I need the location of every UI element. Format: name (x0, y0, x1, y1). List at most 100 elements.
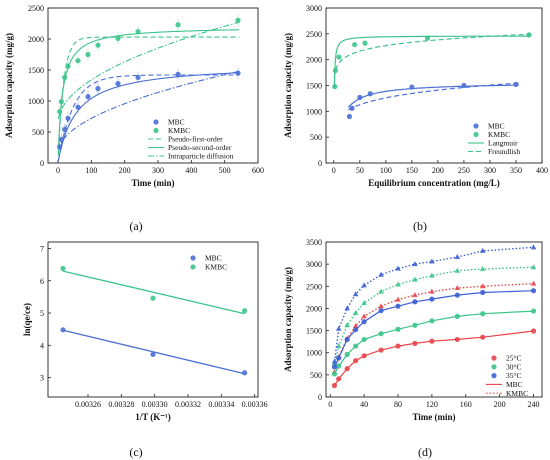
data-point (395, 303, 401, 309)
x-tick-label: 0.00326 (75, 400, 101, 409)
x-tick-label: 0 (56, 166, 60, 175)
data-point (395, 296, 401, 302)
data-point (454, 267, 461, 273)
panel-d-temperature-chart: 0 40 80 120 160 200 240 0 500 1000 1500 2000 2500 300… (283, 238, 543, 459)
fit-line (348, 82, 519, 111)
data-point (378, 308, 384, 314)
y-tick-label: 500 (32, 128, 44, 137)
y-tick-label: 1000 (306, 349, 322, 358)
y-tick-label: 0 (318, 159, 322, 168)
x-tick-label: 200 (494, 400, 506, 409)
legend-entry: Pseudo-first-order (168, 135, 223, 144)
data-point (242, 370, 248, 376)
panel-a-kinetics-chart: 0 100 200 300 400 500 600 0 500 1000 1500 2000 2500 T… (4, 4, 264, 233)
plot-frame (325, 241, 543, 398)
fit-line (57, 36, 240, 156)
x-tick-label: 40 (360, 400, 368, 409)
data-point (454, 292, 460, 298)
x-tick-label: 0 (332, 166, 336, 175)
x-tick-label: 600 (252, 166, 264, 175)
data-point (412, 322, 418, 328)
y-tick-label: 3000 (306, 260, 322, 269)
data-point (115, 81, 121, 87)
x-tick-label: 200 (432, 166, 444, 175)
data-point (480, 289, 486, 296)
legend-swatch (491, 355, 497, 361)
data-point (352, 323, 359, 329)
data-point (75, 58, 81, 64)
data-point (336, 54, 342, 60)
y-tick-label: 1500 (306, 327, 322, 336)
legend-entry: 30°C (506, 362, 522, 371)
legend-entry: MBC (488, 122, 505, 131)
data-point (353, 343, 359, 349)
x-tick-label: 100 (85, 166, 97, 175)
y-tick-label: 0 (40, 159, 44, 168)
data-point (58, 99, 64, 105)
y-tick-label: 1500 (306, 82, 322, 91)
panel-label: (c) (129, 445, 142, 459)
x-tick-label: 100 (380, 166, 392, 175)
y-tick-label: 4 (40, 341, 44, 350)
data-point (530, 288, 537, 294)
legend-entry: MBC (168, 118, 185, 127)
x-tick-label: 350 (510, 166, 522, 175)
data-point (424, 35, 431, 41)
x-tick-label: 250 (458, 166, 470, 175)
data-point (57, 108, 63, 115)
y-tick-label: 2500 (28, 4, 44, 13)
legend-entry: MBC (506, 380, 523, 389)
y-tick-label: 5 (40, 309, 44, 318)
data-point (85, 94, 91, 100)
legend-swatch (190, 264, 196, 270)
data-point (378, 288, 384, 294)
legend-entry: Langmuir (488, 139, 518, 148)
data-point (479, 266, 486, 272)
data-point (429, 258, 435, 264)
data-point (135, 28, 141, 35)
data-point (352, 42, 358, 48)
legend-entry: Pseudo-second-order (168, 143, 232, 152)
fit-line (57, 74, 240, 162)
legend-entry: Freundlish (488, 147, 520, 156)
x-axis-label: Equilibrium concentration (mg/L) (368, 178, 500, 188)
data-point (58, 136, 64, 143)
data-point (429, 318, 435, 324)
x-tick-label: 0.00332 (175, 400, 201, 409)
legend-swatch (473, 131, 479, 138)
fit-line (333, 33, 531, 78)
data-point (412, 340, 418, 347)
data-point (349, 105, 355, 111)
fit-line (62, 270, 245, 315)
data-point (75, 104, 81, 110)
y-tick-label: 2000 (28, 35, 44, 44)
data-point (409, 84, 415, 90)
data-point (479, 247, 486, 253)
x-axis-label: Time (min) (131, 178, 174, 188)
x-tick-label: 0.00328 (108, 400, 134, 409)
data-point (344, 366, 350, 372)
data-point (344, 305, 350, 311)
y-tick-label: 2500 (306, 30, 322, 39)
x-tick-label: 300 (152, 166, 164, 175)
data-point (332, 67, 338, 74)
data-point (95, 86, 101, 92)
x-tick-label: 300 (484, 166, 496, 175)
data-point (395, 281, 401, 287)
legend-entry: KMBC (488, 130, 510, 139)
data-point (175, 22, 181, 28)
y-tick-label: 500 (310, 133, 322, 142)
data-point (378, 347, 384, 353)
data-point (352, 291, 359, 297)
data-point (395, 326, 401, 332)
data-point (461, 82, 467, 89)
legend-entry: KMBC (168, 126, 190, 135)
data-point (175, 71, 181, 77)
y-axis-label: Adsorption capacity (mg/g) (283, 267, 293, 372)
data-point (395, 343, 401, 349)
data-point (530, 264, 537, 270)
x-tick-label: 500 (219, 166, 231, 175)
data-point (454, 285, 461, 291)
legend-entry: MBC (205, 254, 222, 263)
